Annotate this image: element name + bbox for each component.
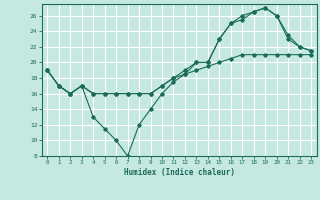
- X-axis label: Humidex (Indice chaleur): Humidex (Indice chaleur): [124, 168, 235, 177]
